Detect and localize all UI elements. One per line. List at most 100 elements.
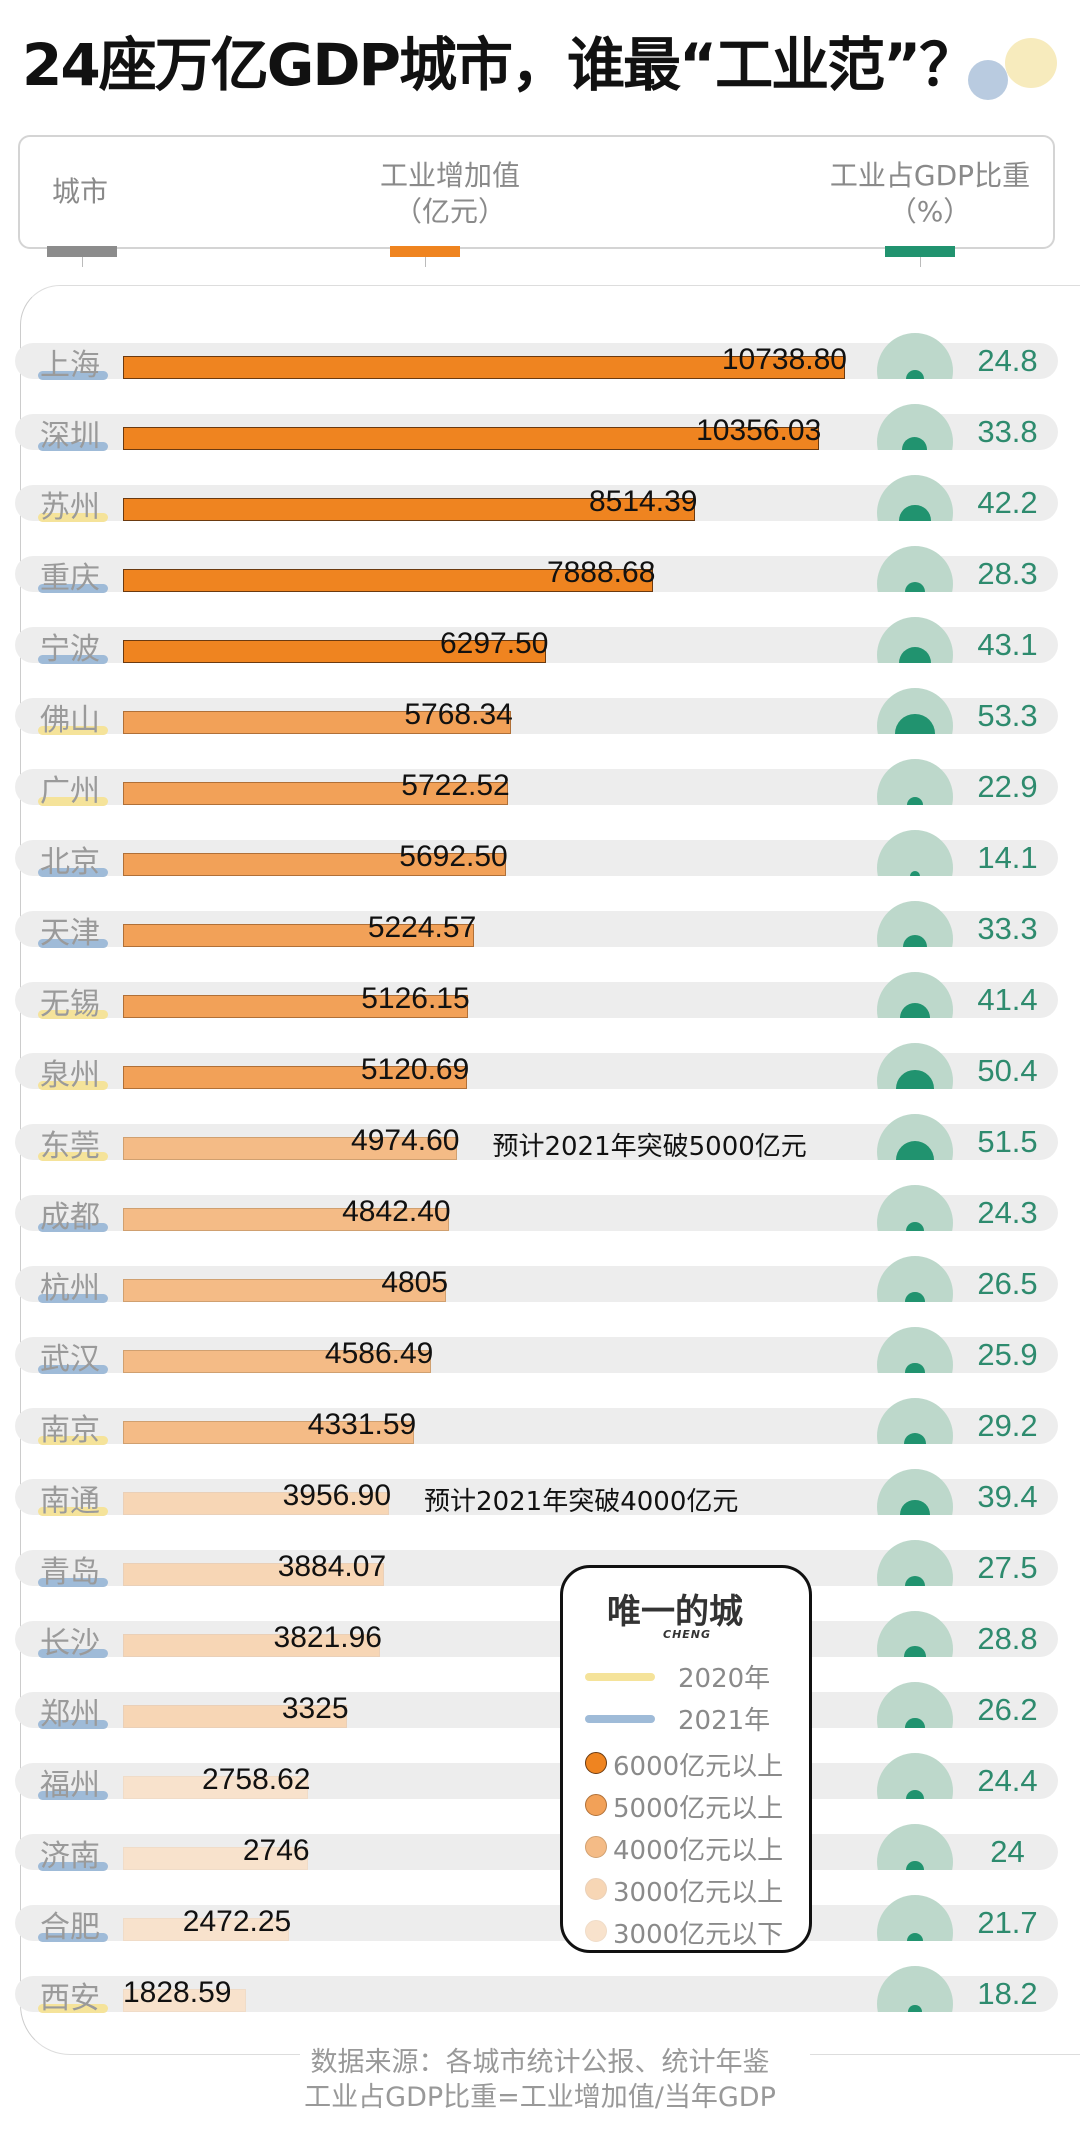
chart-row: 郑州 3325 26.2 <box>0 1682 1080 1732</box>
value-label: 2746 <box>242 1834 310 1867</box>
value-bar <box>123 853 506 876</box>
year-marker <box>38 655 108 664</box>
header-city-marker <box>47 246 117 257</box>
value-bar <box>123 995 468 1018</box>
chart-row: 无锡 5126.15 41.4 <box>0 972 1080 1022</box>
legend-tier-dot <box>585 1794 607 1816</box>
header-pct-label: 工业占GDP比重 （%） <box>820 158 1040 230</box>
value-bar <box>123 1421 415 1444</box>
share-label: 27.5 <box>977 1550 1038 1585</box>
annotation: 预计2021年突破4000亿元 <box>424 1487 739 1517</box>
year-marker <box>38 2004 108 2013</box>
value-label: 1828.59 <box>123 1976 232 2009</box>
city-label: 深圳 <box>40 419 100 454</box>
value-label: 3325 <box>281 1692 349 1725</box>
value-bar <box>123 924 475 947</box>
share-label: 24.8 <box>977 343 1038 378</box>
annotation: 预计2021年突破5000亿元 <box>492 1132 807 1162</box>
share-gauge <box>877 546 953 592</box>
legend-label-2020: 2020年 <box>678 1664 771 1694</box>
share-gauge <box>877 1824 953 1870</box>
city-label: 北京 <box>40 845 100 880</box>
city-label: 长沙 <box>40 1626 100 1661</box>
city-label: 苏州 <box>40 490 100 525</box>
chart-row: 广州 5722.52 22.9 <box>0 759 1080 809</box>
share-label: 42.2 <box>977 485 1038 520</box>
value-bar <box>123 1279 447 1302</box>
chart-row: 福州 2758.62 24.4 <box>0 1753 1080 1803</box>
value-bar <box>123 356 845 379</box>
value-label: 5722.52 <box>401 769 510 802</box>
value-bar <box>123 1350 432 1373</box>
header-tick <box>82 257 83 267</box>
share-label: 39.4 <box>977 1479 1038 1514</box>
year-marker <box>38 1720 108 1729</box>
share-gauge <box>877 1895 953 1941</box>
year-marker <box>38 726 108 735</box>
value-bar <box>123 1066 468 1089</box>
chart-row: 青岛 3884.07 27.5 <box>0 1540 1080 1590</box>
chart-row: 成都 4842.40 24.3 <box>0 1185 1080 1235</box>
value-label: 3821.96 <box>273 1621 382 1654</box>
share-label: 29.2 <box>977 1408 1038 1443</box>
value-bar <box>123 1634 380 1657</box>
chart-row: 宁波 6297.50 43.1 <box>0 617 1080 667</box>
footer-formula: 工业占GDP比重=工业增加值/当年GDP <box>304 2082 776 2113</box>
year-marker <box>38 1294 108 1303</box>
header-pct-title: 工业占GDP比重 <box>829 159 1031 192</box>
page-title: 24座万亿GDP城市，谁最“工业范”？ <box>22 31 977 99</box>
share-label: 41.4 <box>977 982 1038 1017</box>
share-gauge <box>877 1256 953 1302</box>
share-gauge <box>877 1753 953 1799</box>
chart-row: 东莞 4974.60 51.5 预计2021年突破5000亿元 <box>0 1114 1080 1164</box>
value-bar <box>123 427 820 450</box>
city-label: 泉州 <box>40 1058 100 1093</box>
value-bar <box>123 711 511 734</box>
share-label: 26.2 <box>977 1692 1038 1727</box>
share-gauge <box>877 333 953 379</box>
value-bar <box>123 640 547 663</box>
year-marker <box>38 1791 108 1800</box>
chart-row: 深圳 10356.03 33.8 <box>0 404 1080 454</box>
city-label: 杭州 <box>40 1271 100 1306</box>
share-gauge <box>877 901 953 947</box>
value-label: 8514.39 <box>589 485 698 518</box>
share-label: 24.3 <box>977 1195 1038 1230</box>
share-gauge <box>877 617 953 663</box>
share-label: 24.4 <box>977 1763 1038 1798</box>
chart-row: 北京 5692.50 14.1 <box>0 830 1080 880</box>
legend-tier-label: 4000亿元以上 <box>613 1836 784 1866</box>
value-bar <box>123 782 508 805</box>
share-gauge <box>877 475 953 521</box>
city-label: 合肥 <box>40 1910 100 1945</box>
share-label: 33.3 <box>977 911 1038 946</box>
share-gauge <box>877 688 953 734</box>
city-label: 上海 <box>40 348 100 383</box>
legend-tier-label: 5000亿元以上 <box>613 1794 784 1824</box>
year-marker <box>38 939 108 948</box>
legend-tier-dot <box>585 1920 607 1942</box>
year-marker <box>38 1862 108 1871</box>
legend-tier-label: 6000亿元以上 <box>613 1752 784 1782</box>
value-label: 3956.90 <box>282 1479 392 1512</box>
share-label: 26.5 <box>977 1266 1038 1301</box>
year-marker <box>38 868 108 877</box>
legend-label-2021: 2021年 <box>678 1706 771 1736</box>
chart-row: 杭州 4805 26.5 <box>0 1256 1080 1306</box>
year-marker <box>38 1365 108 1374</box>
share-label: 18.2 <box>977 1976 1038 2011</box>
header-value-unit: （亿元） <box>393 195 506 228</box>
year-marker <box>38 442 108 451</box>
chart-row: 济南 2746 24 <box>0 1824 1080 1874</box>
value-bar <box>123 1492 390 1515</box>
share-label: 43.1 <box>977 627 1038 662</box>
share-label: 53.3 <box>977 698 1038 733</box>
share-label: 28.8 <box>977 1621 1038 1656</box>
share-gauge <box>877 404 953 450</box>
value-bar <box>123 1918 290 1941</box>
header-pct-marker <box>885 246 955 257</box>
share-label: 21.7 <box>977 1905 1038 1940</box>
share-label: 51.5 <box>977 1124 1038 1159</box>
city-label: 西安 <box>40 1981 100 2016</box>
share-gauge <box>877 1966 953 2012</box>
